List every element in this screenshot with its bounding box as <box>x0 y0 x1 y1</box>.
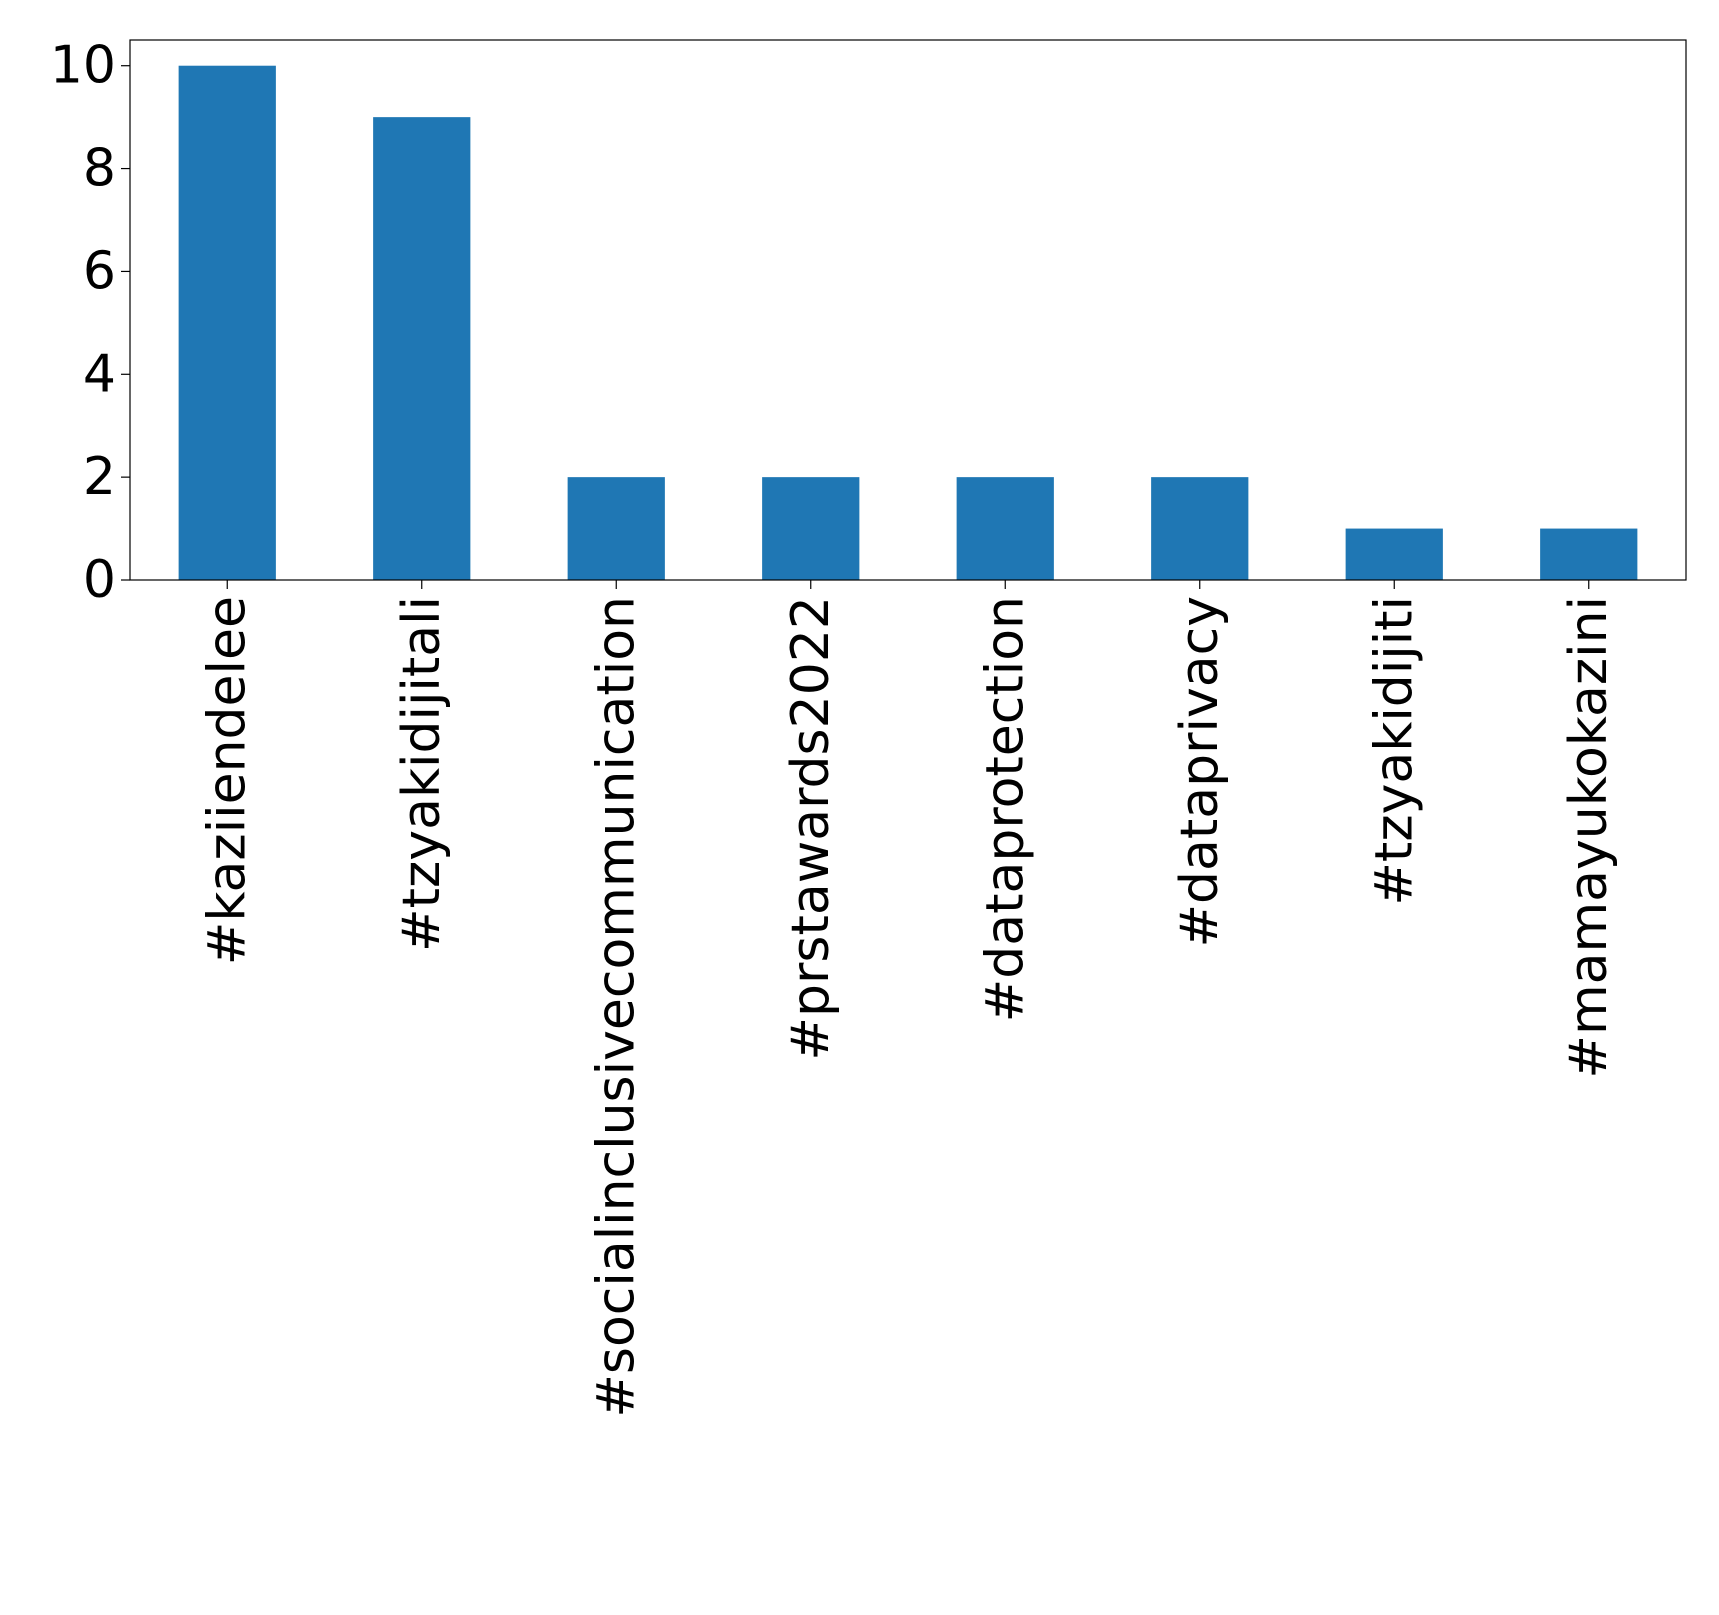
x-tick-label: #dataprotection <box>975 596 1035 1022</box>
y-tick-label: 10 <box>50 36 116 96</box>
bar-prstawards2022 <box>762 477 860 580</box>
bar-tzyakidijiti <box>1345 528 1443 580</box>
bar-mamayukokazini <box>1540 528 1638 580</box>
bars <box>178 65 1638 581</box>
bar-dataprivacy <box>1151 477 1249 580</box>
bar-socialinclusivecommunication <box>567 477 665 580</box>
x-axis: #kaziiendelee #tzyakidijitali #socialinclu… <box>197 580 1619 1418</box>
bar-dataprotection <box>956 477 1054 580</box>
x-tick-label: #socialinclusivecommunication <box>586 596 646 1418</box>
plot-frame <box>129 39 1687 581</box>
x-tick-label: #mamayukokazini <box>1559 596 1619 1079</box>
y-tick-label: 6 <box>83 241 116 301</box>
x-tick-label: #prstawards2022 <box>781 596 841 1061</box>
y-tick-label: 0 <box>83 550 116 610</box>
x-tick-label: #dataprivacy <box>1170 596 1230 948</box>
x-tick-label: #tzyakidijiti <box>1364 596 1424 906</box>
x-tick-label: #kaziiendelee <box>197 596 257 965</box>
y-tick-label: 4 <box>83 344 116 404</box>
bar-tzyakidijitali <box>373 117 471 581</box>
y-tick-label: 2 <box>83 447 116 507</box>
y-axis: 0 2 4 6 8 10 <box>50 36 130 610</box>
x-tick-label: #tzyakidijitali <box>392 596 452 952</box>
y-tick-label: 8 <box>83 139 116 199</box>
bar-kaziiendelee <box>178 65 276 580</box>
